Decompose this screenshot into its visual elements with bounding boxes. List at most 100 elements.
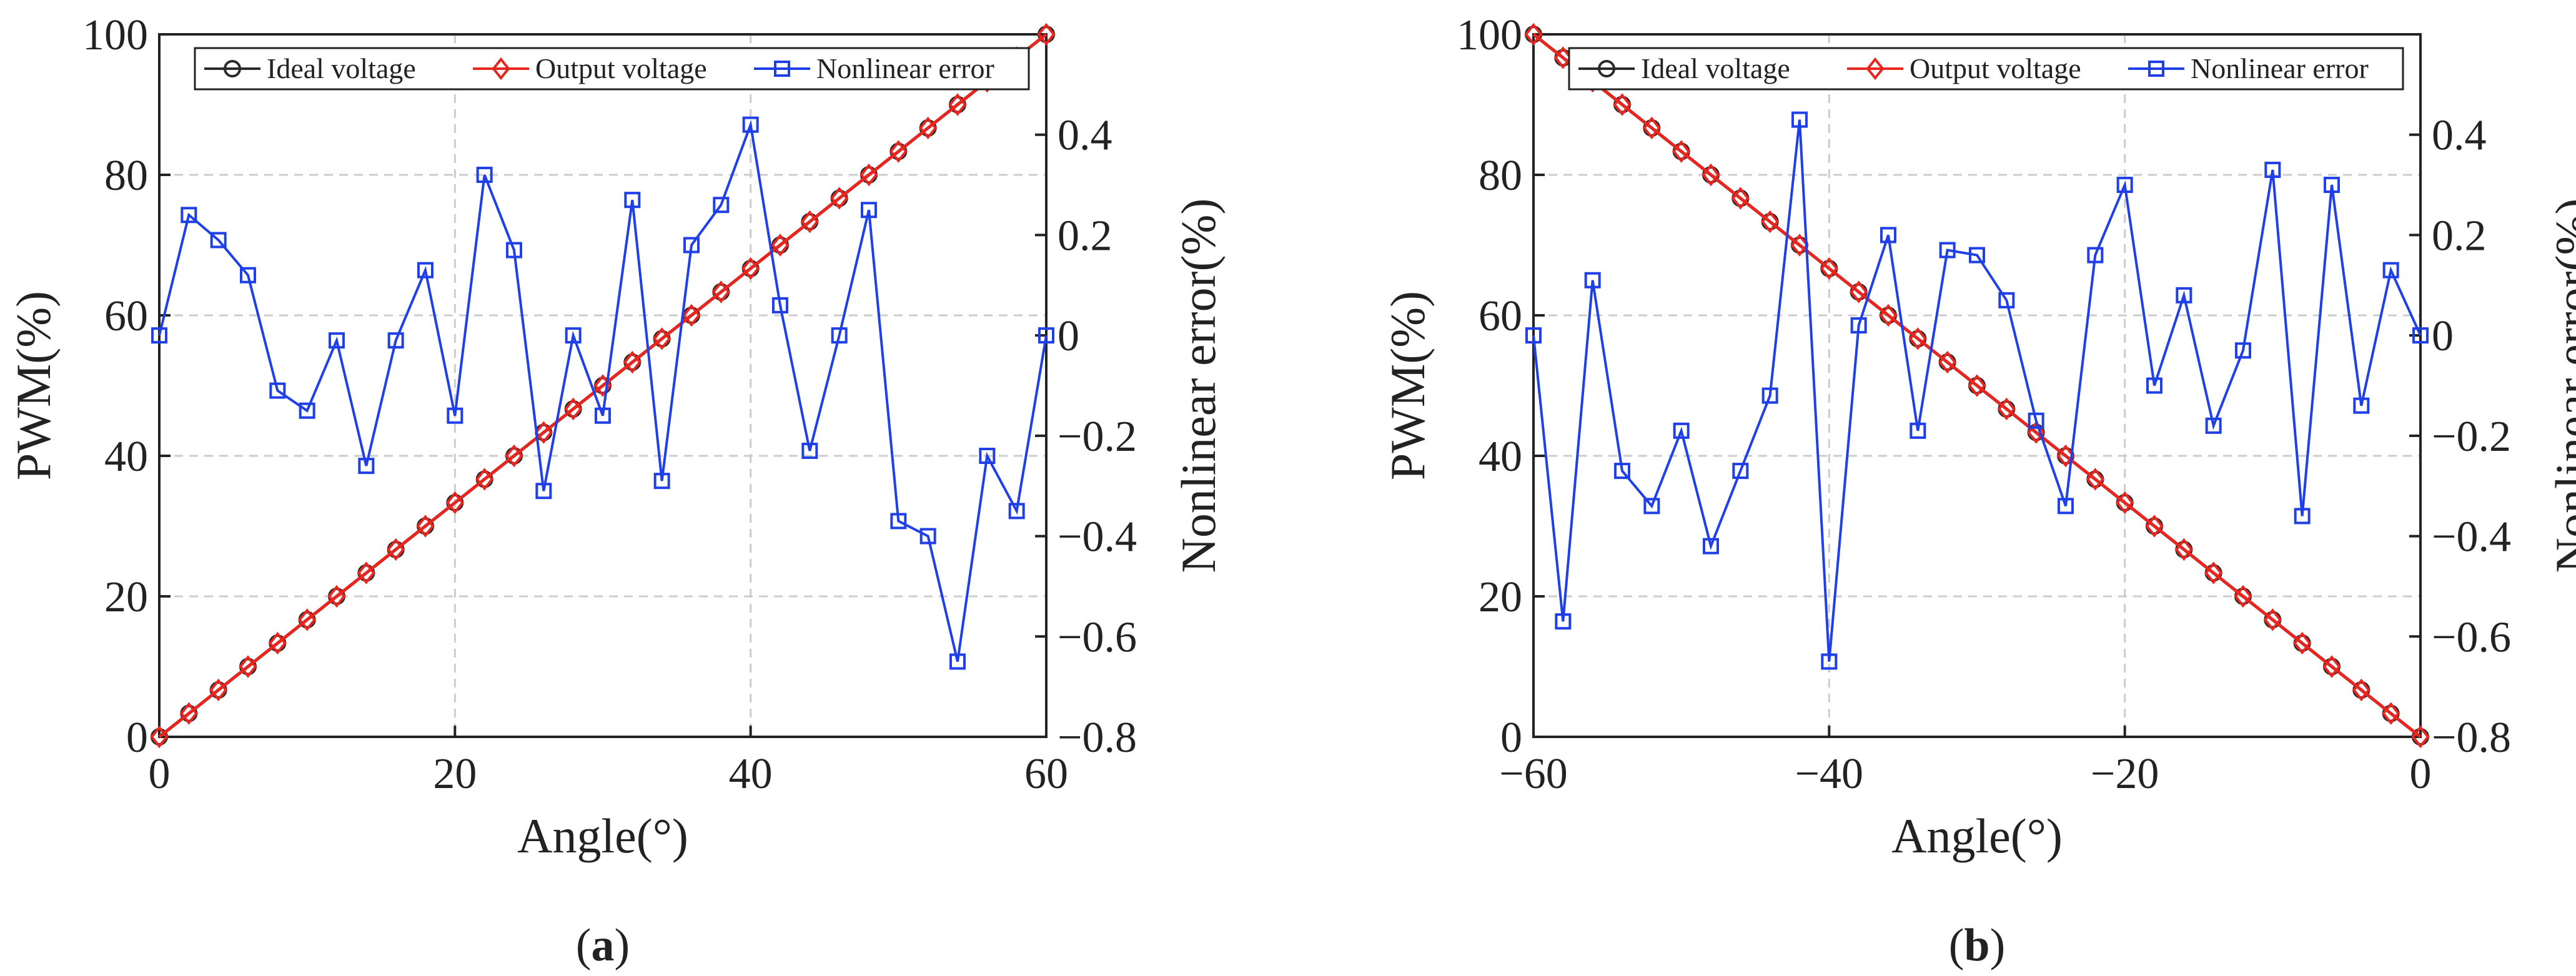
output-voltage-point xyxy=(1850,280,1868,303)
nonlinear-error-point xyxy=(2087,247,2104,264)
chart-panel-b: −60 −40 −20 0 0 20 40 60 80 100 −0.8 −0.6 −0.4 −0.2 0 0… xyxy=(1380,11,2576,971)
nonlinear-error-point xyxy=(2176,287,2192,303)
nonlinear-error-point xyxy=(2353,397,2370,414)
nonlinear-error-point xyxy=(2264,161,2281,178)
nonlinear-error-point xyxy=(417,262,433,279)
nonlinear-error-point xyxy=(2116,177,2133,194)
output-voltage-point xyxy=(268,631,287,655)
output-voltage-point xyxy=(2263,608,2282,631)
panel-label-close-paren: ) xyxy=(615,920,630,971)
output-voltage-point xyxy=(327,584,346,608)
panel-label-letter: b xyxy=(1964,920,1989,971)
nonlinear-error-point xyxy=(772,297,788,313)
y2-tick-label: 0.2 xyxy=(2432,212,2487,260)
nonlinear-error-point xyxy=(1525,327,1542,344)
y2-tick-label: −0.8 xyxy=(1058,714,1137,762)
output-voltage-point xyxy=(150,725,169,749)
nonlinear-error-point xyxy=(1732,463,1749,480)
y2-tick-label: −0.2 xyxy=(1058,413,1137,461)
nonlinear-error-point xyxy=(979,448,996,464)
legend-output-marker xyxy=(1866,57,1885,81)
y2-axis-title: Nonlinear error(%) xyxy=(1171,199,1226,573)
y-tick-label: 0 xyxy=(1500,714,1522,762)
output-voltage-point xyxy=(711,280,730,303)
y-tick-label: 80 xyxy=(1479,152,1522,200)
legend-output-label: Output voltage xyxy=(535,52,707,84)
x-tick-label: −40 xyxy=(1795,750,1863,798)
nonlinear-error-point xyxy=(1821,653,1838,670)
output-voltage-point xyxy=(2382,702,2400,725)
nonlinear-error-point xyxy=(2146,377,2162,394)
output-voltage-point xyxy=(771,234,790,257)
y2-tick-label: 0.4 xyxy=(1058,112,1112,160)
nonlinear-error-point xyxy=(1555,613,1572,630)
output-voltage-point xyxy=(1613,93,1632,116)
y-axis-title: PWM(%) xyxy=(1380,291,1435,480)
nonlinear-error-point xyxy=(447,407,463,424)
output-voltage-point xyxy=(445,491,464,515)
nonlinear-error-point xyxy=(1761,387,1778,404)
y2-tick-label: −0.4 xyxy=(2432,513,2511,561)
nonlinear-error-point xyxy=(2294,508,2311,525)
x-tick-label: 20 xyxy=(433,750,477,798)
legend-box xyxy=(1568,47,2404,91)
nonlinear-error-point xyxy=(1910,422,1926,439)
nonlinear-error-point xyxy=(210,232,227,249)
y-axis-title: PWM(%) xyxy=(6,291,61,480)
output-voltage-point xyxy=(534,421,553,444)
legend-error-label: Nonlinear error xyxy=(816,52,994,84)
nonlinear-error-point xyxy=(1998,292,2015,308)
nonlinear-error-point xyxy=(713,197,730,214)
nonlinear-error-point xyxy=(2412,327,2429,344)
output-voltage-point xyxy=(298,608,317,631)
x-tick-label: −60 xyxy=(1499,750,1567,798)
output-voltage-point xyxy=(2145,515,2164,538)
nonlinear-error-point xyxy=(831,327,848,344)
output-voltage-point xyxy=(859,163,878,187)
nonlinear-error-point xyxy=(1880,227,1896,244)
nonlinear-error-point xyxy=(1584,272,1601,288)
nonlinear-error-point xyxy=(2382,262,2399,279)
output-voltage-line xyxy=(158,33,1048,738)
nonlinear-error-point xyxy=(2205,417,2222,434)
nonlinear-error-point xyxy=(299,402,315,419)
y2-axis-title: Nonlinear error(%) xyxy=(2545,199,2576,573)
nonlinear-error-point xyxy=(1939,242,1956,259)
output-voltage-point xyxy=(800,210,819,234)
legend-ideal-label: Ideal voltage xyxy=(1641,52,1790,84)
output-voltage-point xyxy=(1997,397,2016,421)
x-axis-title: Angle(°) xyxy=(517,809,688,863)
nonlinear-error-point xyxy=(2028,412,2044,429)
nonlinear-error-point xyxy=(240,267,256,283)
output-voltage-point xyxy=(741,257,760,280)
output-voltage-point xyxy=(623,350,642,374)
y2-tick-label: 0.4 xyxy=(2432,112,2487,160)
nonlinear-error-point xyxy=(1614,463,1630,480)
output-voltage-point xyxy=(2027,421,2046,444)
y-tick-label: 100 xyxy=(82,11,148,59)
output-voltage-point xyxy=(387,538,405,561)
nonlinear-error-line xyxy=(158,119,1048,662)
plot-frame xyxy=(158,33,1048,738)
output-voltage-point xyxy=(2293,631,2312,655)
output-voltage-point xyxy=(919,116,938,140)
nonlinear-error-point xyxy=(1643,498,1660,515)
nonlinear-error-point xyxy=(181,207,197,224)
legend-box xyxy=(194,47,1030,91)
legend-ideal-label: Ideal voltage xyxy=(267,52,416,84)
y2-tick-label: −0.8 xyxy=(2432,714,2511,762)
x-tick-label: 60 xyxy=(1024,750,1068,798)
nonlinear-error-point xyxy=(329,332,345,349)
y2-tick-label: 0 xyxy=(2432,312,2454,360)
nonlinear-error-point xyxy=(1008,503,1025,520)
nonlinear-error-point xyxy=(476,167,493,183)
output-voltage-point xyxy=(653,327,671,350)
y-tick-label: 60 xyxy=(1479,292,1522,340)
panel-label-close-paren: ) xyxy=(1990,920,2006,971)
output-voltage-point xyxy=(1731,187,1750,210)
output-voltage-point xyxy=(1790,234,1809,257)
nonlinear-error-point xyxy=(1791,111,1808,128)
nonlinear-error-point xyxy=(683,237,700,254)
y-tick-label: 60 xyxy=(104,292,148,340)
